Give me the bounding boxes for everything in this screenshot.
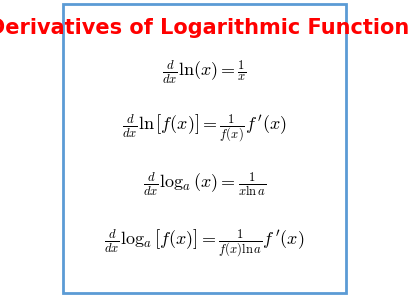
Text: $\frac{d}{dx}\ln\left[f(x)\right] = \frac{1}{f(x)}f\,'(x)$: $\frac{d}{dx}\ln\left[f(x)\right] = \fra…: [122, 112, 287, 144]
Text: $\frac{d}{dx}\ln(x) = \frac{1}{x}$: $\frac{d}{dx}\ln(x) = \frac{1}{x}$: [162, 58, 247, 86]
FancyBboxPatch shape: [63, 4, 346, 293]
Text: $\frac{d}{dx}\log_a(x) = \frac{1}{x\ln a}$: $\frac{d}{dx}\log_a(x) = \frac{1}{x\ln a…: [143, 170, 266, 198]
Text: Derivatives of Logarithmic Functions: Derivatives of Logarithmic Functions: [0, 18, 409, 38]
Text: $\frac{d}{dx}\log_a\left[f(x)\right] = \frac{1}{f(x)\ln a}f\,'(x)$: $\frac{d}{dx}\log_a\left[f(x)\right] = \…: [104, 227, 305, 259]
